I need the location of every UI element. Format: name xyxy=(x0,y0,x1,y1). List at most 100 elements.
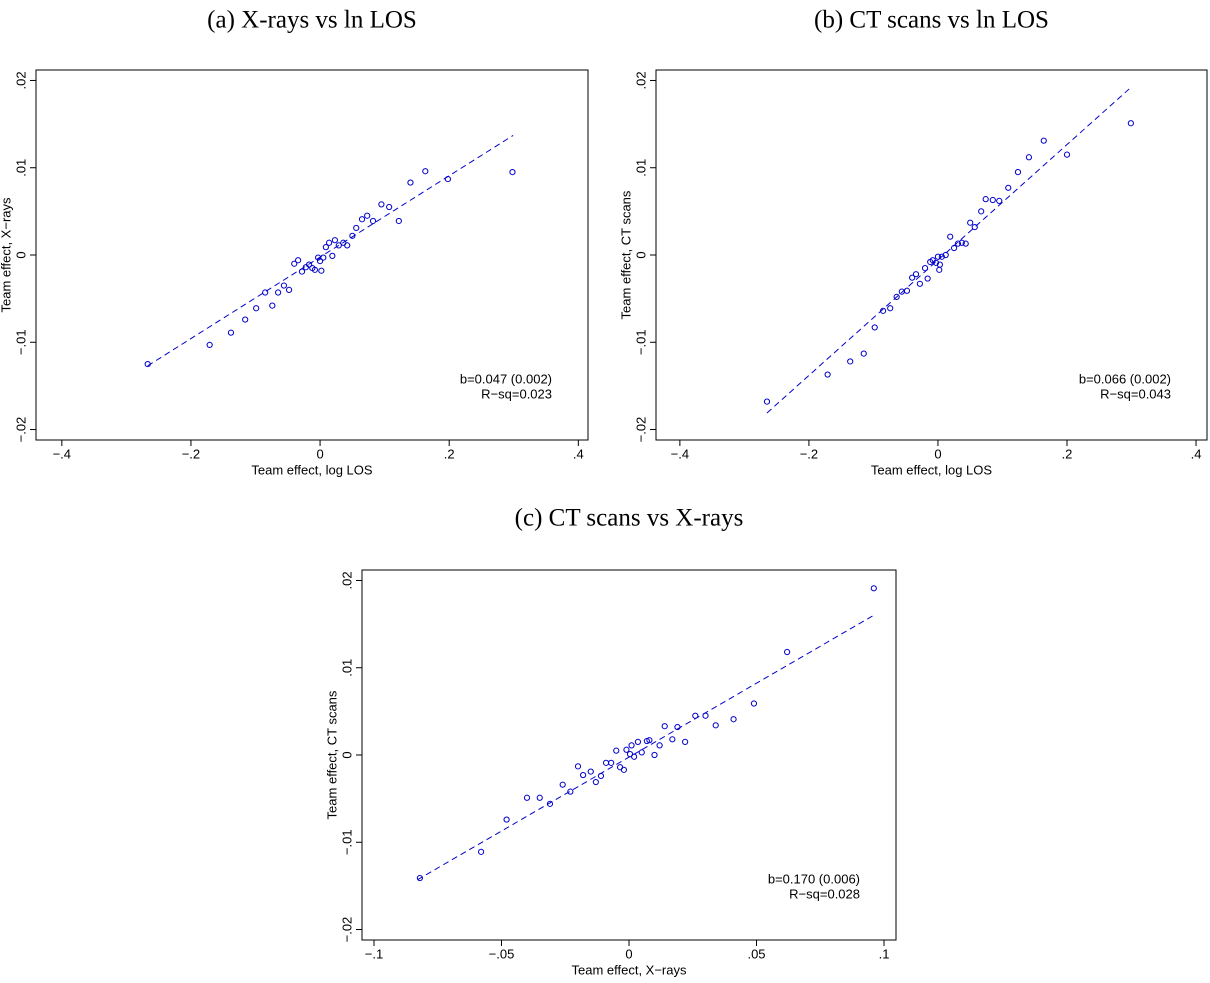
data-point xyxy=(1127,120,1134,127)
data-point xyxy=(870,585,877,592)
data-point xyxy=(958,239,965,246)
data-point xyxy=(335,242,342,249)
data-point xyxy=(353,224,360,232)
data-point xyxy=(638,749,645,756)
data-point xyxy=(295,257,302,264)
data-point xyxy=(326,239,333,246)
x-tick-label: .4 xyxy=(573,446,584,461)
data-point xyxy=(932,259,940,266)
data-point xyxy=(316,258,324,265)
data-point xyxy=(523,794,531,801)
data-point xyxy=(954,240,962,247)
data-point xyxy=(613,747,620,754)
data-point xyxy=(784,648,791,656)
data-point xyxy=(763,398,771,405)
x-tick-label: .05 xyxy=(747,946,765,961)
y-tick-label: .02 xyxy=(13,71,28,89)
y-tick-label: 0 xyxy=(339,751,354,758)
annotation: R−sq=0.028 xyxy=(789,886,860,901)
data-point xyxy=(559,781,566,788)
data-point xyxy=(934,253,942,260)
data-point xyxy=(1040,137,1047,144)
x-tick-label: −.1 xyxy=(365,946,383,961)
data-point xyxy=(903,287,911,294)
data-point xyxy=(546,800,554,807)
data-point xyxy=(978,208,985,215)
data-point xyxy=(269,302,276,309)
data-point xyxy=(924,275,931,282)
data-point xyxy=(592,778,599,786)
x-tick-label: .2 xyxy=(444,446,455,461)
data-point xyxy=(1025,154,1033,161)
data-point xyxy=(982,196,989,203)
data-point xyxy=(750,700,758,707)
data-point xyxy=(444,175,452,183)
data-point xyxy=(536,794,543,801)
data-point xyxy=(967,219,974,226)
x-tick-label: .2 xyxy=(1062,446,1073,461)
data-point xyxy=(887,305,894,312)
data-point xyxy=(253,305,260,312)
data-point xyxy=(597,772,605,780)
y-tick-label: −.01 xyxy=(633,329,648,355)
data-point xyxy=(669,736,676,743)
x-tick-label: −.05 xyxy=(489,946,515,961)
y-tick-label: .02 xyxy=(339,571,354,589)
data-point xyxy=(996,197,1003,204)
data-point xyxy=(369,217,377,225)
data-point xyxy=(364,212,371,219)
data-point xyxy=(871,324,878,331)
data-point xyxy=(912,271,920,278)
data-point xyxy=(631,753,638,760)
data-point xyxy=(962,240,969,247)
data-point xyxy=(477,848,485,855)
data-point xyxy=(936,261,943,268)
data-point xyxy=(880,307,887,314)
x-tick-label: 0 xyxy=(934,446,941,461)
x-tick-label: −.4 xyxy=(671,446,689,461)
data-point xyxy=(634,738,642,746)
data-point xyxy=(331,237,339,244)
data-point xyxy=(938,253,945,260)
data-point xyxy=(620,766,627,773)
panel-title: (a) X-rays vs ln LOS xyxy=(207,7,417,34)
data-point xyxy=(628,742,635,749)
data-point xyxy=(291,260,298,267)
annotation: b=0.066 (0.002) xyxy=(1079,371,1171,386)
data-point xyxy=(712,722,719,729)
data-point xyxy=(646,737,653,744)
data-point xyxy=(921,264,929,272)
data-point xyxy=(730,716,737,723)
data-point xyxy=(909,274,916,281)
data-point xyxy=(824,371,831,378)
fit-line xyxy=(766,87,1132,414)
x-tick-label: −.2 xyxy=(182,446,200,461)
y-tick-label: −.02 xyxy=(13,417,28,443)
data-point xyxy=(407,179,414,186)
fit-line xyxy=(417,614,876,881)
y-tick-label: .01 xyxy=(633,159,648,177)
x-tick-label: 0 xyxy=(316,446,323,461)
data-point xyxy=(318,267,325,274)
y-tick-label: 0 xyxy=(633,251,648,258)
data-point xyxy=(567,788,574,795)
data-point xyxy=(298,268,306,275)
data-point xyxy=(602,759,610,766)
data-point xyxy=(651,751,658,759)
data-point xyxy=(1005,184,1012,191)
data-point xyxy=(656,742,663,749)
panel-title: (b) CT scans vs ln LOS xyxy=(814,7,1049,34)
data-point xyxy=(860,350,867,357)
data-point xyxy=(702,712,709,719)
x-axis-label: Team effect, log LOS xyxy=(251,462,372,477)
data-point xyxy=(395,217,402,225)
panel-title: (c) CT scans vs X-rays xyxy=(515,505,744,532)
data-point xyxy=(971,223,978,231)
data-point xyxy=(623,746,630,753)
x-tick-label: .4 xyxy=(1191,446,1202,461)
y-axis-label: Team effect, X−rays xyxy=(0,197,13,313)
data-point xyxy=(275,289,282,296)
data-point xyxy=(893,293,900,300)
data-point xyxy=(422,168,429,175)
